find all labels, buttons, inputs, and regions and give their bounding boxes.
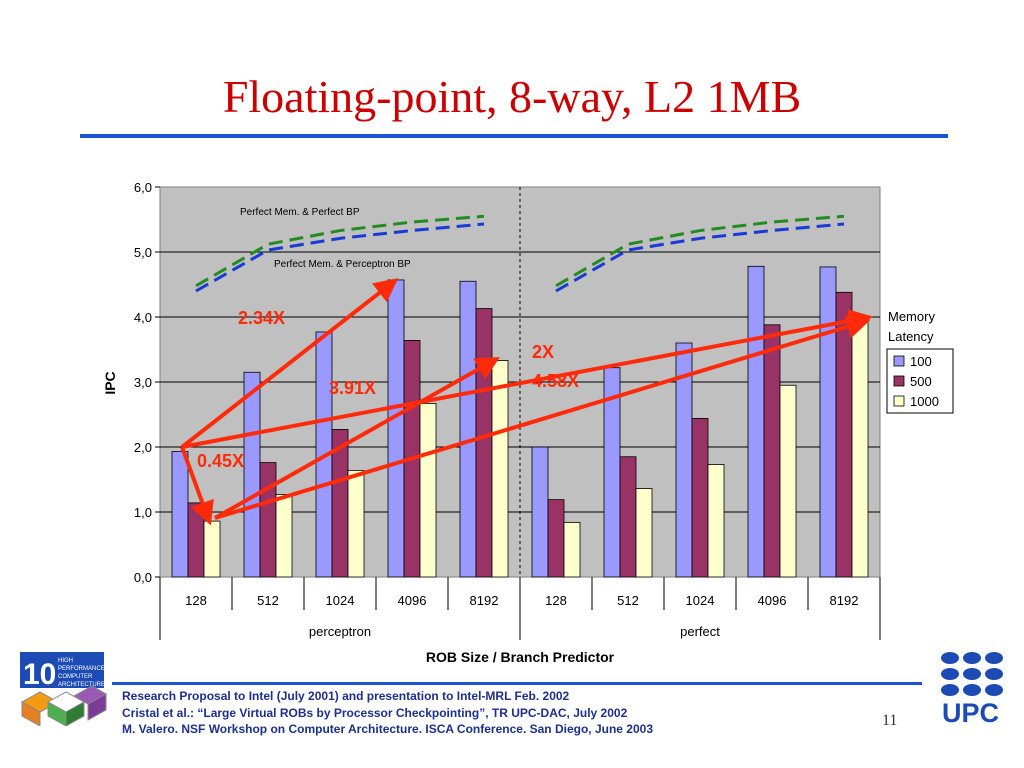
y-tick-label: 4,0	[134, 310, 152, 325]
bar-perfect-128-100	[531, 446, 549, 578]
bar-perceptron-512-1000	[275, 494, 293, 578]
x-tick-label: 4096	[758, 593, 787, 608]
bar-perfect-1024-1000	[707, 464, 725, 578]
bar-perfect-512-1000	[635, 488, 653, 578]
line-perceptron-bp-perceptron	[195, 222, 485, 293]
logo-line-4: ARCHITECTURE	[58, 682, 105, 688]
bar-perfect-4096-1000	[779, 384, 797, 578]
legend-swatch-1000	[893, 395, 905, 407]
logo-line-1: HIGH	[58, 658, 73, 664]
annotation-arrow	[181, 309, 873, 449]
legend-label-1000: 1000	[910, 394, 939, 409]
bar-perfect-128-500	[547, 499, 565, 578]
bar-perfect-4096-100	[747, 265, 765, 578]
speedup-label: 2X	[532, 342, 554, 362]
upc-logo	[941, 652, 1003, 696]
page-number: 11	[882, 712, 898, 729]
annotation-arrow	[180, 278, 399, 449]
bar-perceptron-8192-100	[459, 280, 477, 578]
y-tick-label: 5,0	[134, 245, 152, 260]
annotation-arrow	[214, 357, 500, 520]
x-tick-label: 1024	[326, 593, 355, 608]
speedup-label: 4.58X	[532, 371, 579, 391]
logo-line-2: PERFORMANCE	[58, 666, 105, 672]
title-underline	[80, 134, 948, 138]
legend-label-500: 500	[910, 374, 932, 389]
bar-perfect-4096-500	[763, 324, 781, 578]
x-tick-label: 8192	[470, 593, 499, 608]
legend-swatch-100	[893, 355, 905, 367]
legend: Memory Latency 100 500 1000	[886, 309, 954, 414]
x-tick-label: 1024	[686, 593, 715, 608]
bar-perceptron-4096-1000	[419, 403, 437, 578]
legend-label-100: 100	[910, 354, 932, 369]
x-tick-label: 512	[617, 593, 639, 608]
hpca-10-logo: 10 HIGH PERFORMANCE COMPUTER ARCHITECTUR…	[20, 652, 108, 726]
footer-line-3: M. Valero. NSF Workshop on Computer Arch…	[122, 722, 653, 736]
bar-perceptron-8192-1000	[491, 360, 509, 578]
line-perceptron-bp-perfect	[555, 222, 845, 293]
speedup-label: 3.91X	[329, 378, 376, 398]
logo-mark: 10	[23, 658, 56, 691]
legend-title-line2: Latency	[888, 329, 934, 344]
annotation-arrow	[214, 315, 871, 520]
x-tick-label: 8192	[830, 593, 859, 608]
bar-perceptron-512-100	[243, 371, 261, 578]
legend-title-line1: Memory	[888, 309, 935, 324]
bar-perceptron-4096-100	[387, 279, 405, 578]
group-label-perfect: perfect	[680, 624, 720, 639]
bar-perceptron-128-100	[171, 451, 189, 578]
bar-perceptron-8192-500	[475, 308, 493, 578]
annotation-arrow	[180, 446, 214, 526]
x-tick-label: 128	[185, 593, 207, 608]
y-tick-label: 0,0	[134, 570, 152, 585]
bar-perfect-128-1000	[563, 522, 581, 578]
y-tick-label: 1,0	[134, 505, 152, 520]
line-label-perfect-bp: Perfect Mem. & Perfect BP	[240, 207, 360, 218]
upc-logo-text: UPC	[942, 698, 1000, 728]
footer-line-1: Research Proposal to Intel (July 2001) a…	[122, 689, 570, 703]
bar-perceptron-128-500	[187, 502, 205, 578]
y-tick-label: 3,0	[134, 375, 152, 390]
bar-perfect-512-500	[619, 456, 637, 578]
x-axis-label: ROB Size / Branch Predictor	[426, 649, 615, 665]
x-tick-label: 4096	[398, 593, 427, 608]
y-axis-label: IPC	[102, 371, 118, 394]
group-label-perceptron: perceptron	[309, 624, 371, 639]
x-tick-label: 128	[545, 593, 567, 608]
speedup-label: 0.45X	[197, 451, 244, 471]
bar-perfect-1024-500	[691, 417, 709, 578]
line-perfect-bp-perceptron	[195, 214, 485, 288]
slide-title: Floating-point, 8-way, L2 1MB	[222, 71, 802, 122]
bar-perceptron-512-500	[259, 462, 277, 578]
y-tick-label: 2,0	[134, 440, 152, 455]
speedup-label: 2.34X	[238, 308, 285, 328]
legend-swatch-500	[893, 375, 905, 387]
logo-line-3: COMPUTER	[58, 674, 93, 680]
bar-perceptron-1024-1000	[347, 469, 365, 578]
footer-line-2: Cristal et al.: “Large Virtual ROBs by P…	[122, 705, 628, 720]
bar-perceptron-128-1000	[203, 520, 221, 578]
bar-perfect-8192-100	[819, 266, 837, 578]
x-tick-label: 512	[257, 593, 279, 608]
line-label-perceptron-bp: Perfect Mem. & Perceptron BP	[274, 259, 411, 270]
y-tick-label: 6,0	[134, 180, 152, 195]
bar-perfect-8192-500	[835, 291, 853, 578]
footer-text: Research Proposal to Intel (July 2001) a…	[122, 688, 653, 738]
footer-underline	[112, 682, 922, 685]
line-perfect-bp-perfect	[555, 214, 845, 288]
bar-perfect-8192-1000	[851, 321, 869, 578]
ipc-bar-chart: Perfect Mem. & Perfect BP Perfect Mem. & …	[102, 180, 954, 665]
